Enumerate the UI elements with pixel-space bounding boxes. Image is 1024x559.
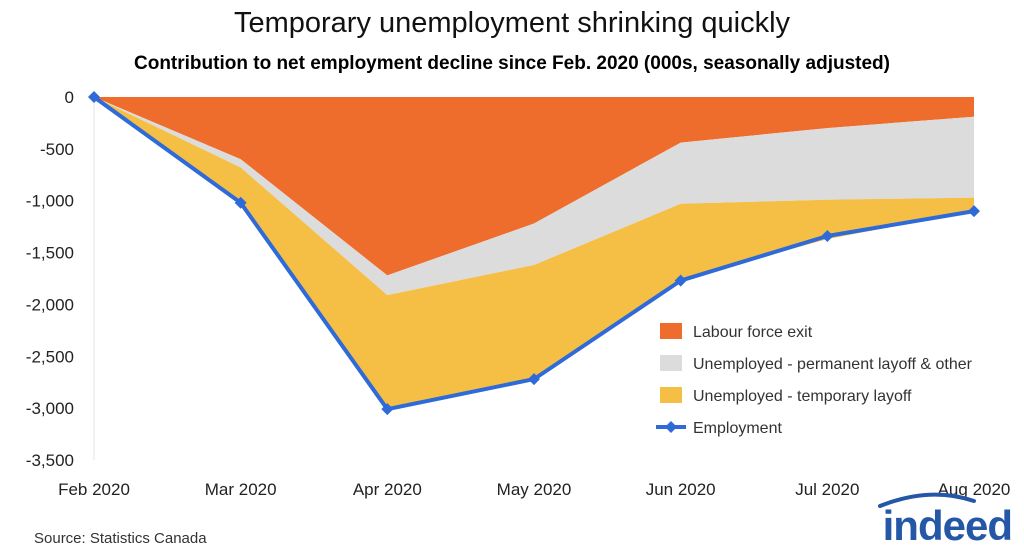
employment-marker (968, 205, 980, 218)
y-tick-label: -3,000 (26, 399, 74, 418)
y-tick-label: -3,500 (26, 451, 74, 470)
x-tick-label: Apr 2020 (353, 480, 422, 499)
indeed-logo: indeed (878, 492, 1013, 549)
employment-marker (821, 229, 834, 242)
y-tick-label: -500 (40, 140, 74, 159)
legend-swatch (660, 323, 682, 339)
employment-marker (381, 403, 394, 416)
source-note: Source: Statistics Canada (34, 530, 207, 547)
area-series-1 (94, 97, 974, 276)
y-tick-label: -2,500 (26, 347, 74, 366)
x-tick-label: Jun 2020 (646, 480, 716, 499)
legend-swatch (660, 355, 682, 371)
y-tick-labels: 0 -500 -1,000 -1,500 -2,000 -2,500 -3,000 -3,50… (26, 88, 74, 470)
x-tick-labels: Feb 2020 Mar 2020 Apr 2020 May 2020 Jun 2020… (58, 480, 1010, 499)
employment-marker (88, 91, 100, 103)
legend: Labour force exit Unemployed - permanent … (656, 323, 973, 437)
chart-subtitle: Contribution to net employment decline s… (134, 53, 890, 74)
x-tick-label: Mar 2020 (205, 480, 277, 499)
logo-text: indeed (883, 502, 1012, 549)
line-layer (88, 91, 980, 416)
employment-marker (234, 196, 247, 209)
legend-label: Labour force exit (693, 324, 813, 341)
legend-swatch (660, 387, 682, 403)
legend-label: Unemployed - permanent layoff & other (693, 356, 973, 373)
y-tick-label: -1,000 (26, 192, 74, 211)
legend-label: Unemployed - temporary layoff (693, 388, 912, 405)
legend-marker (665, 421, 677, 433)
area-series-2 (94, 97, 974, 296)
x-tick-label: Feb 2020 (58, 480, 130, 499)
employment-marker (528, 373, 540, 386)
logo-swoosh-icon (878, 492, 976, 508)
area-series-3 (94, 97, 974, 410)
x-tick-label: May 2020 (497, 480, 572, 499)
areas-layer (94, 97, 974, 410)
chart-title: Temporary unemployment shrinking quickly (234, 7, 791, 39)
employment-marker (674, 274, 687, 287)
x-tick-label: Jul 2020 (795, 480, 859, 499)
y-tick-label: 0 (65, 88, 74, 107)
y-tick-label: -2,000 (26, 295, 74, 314)
legend-label: Employment (693, 420, 782, 437)
x-tick-label: Aug 2020 (938, 480, 1011, 499)
y-tick-label: -1,500 (26, 244, 74, 263)
